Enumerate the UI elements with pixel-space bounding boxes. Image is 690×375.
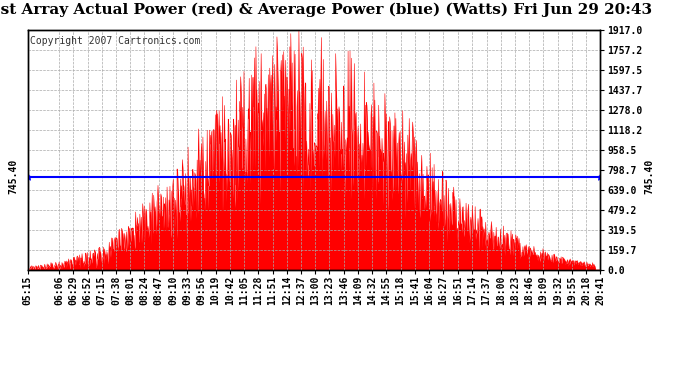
Text: 745.40: 745.40 [8,159,18,194]
Text: West Array Actual Power (red) & Average Power (blue) (Watts) Fri Jun 29 20:43: West Array Actual Power (red) & Average … [0,2,653,17]
Text: Copyright 2007 Cartronics.com: Copyright 2007 Cartronics.com [30,36,201,46]
Text: 745.40: 745.40 [644,159,654,194]
